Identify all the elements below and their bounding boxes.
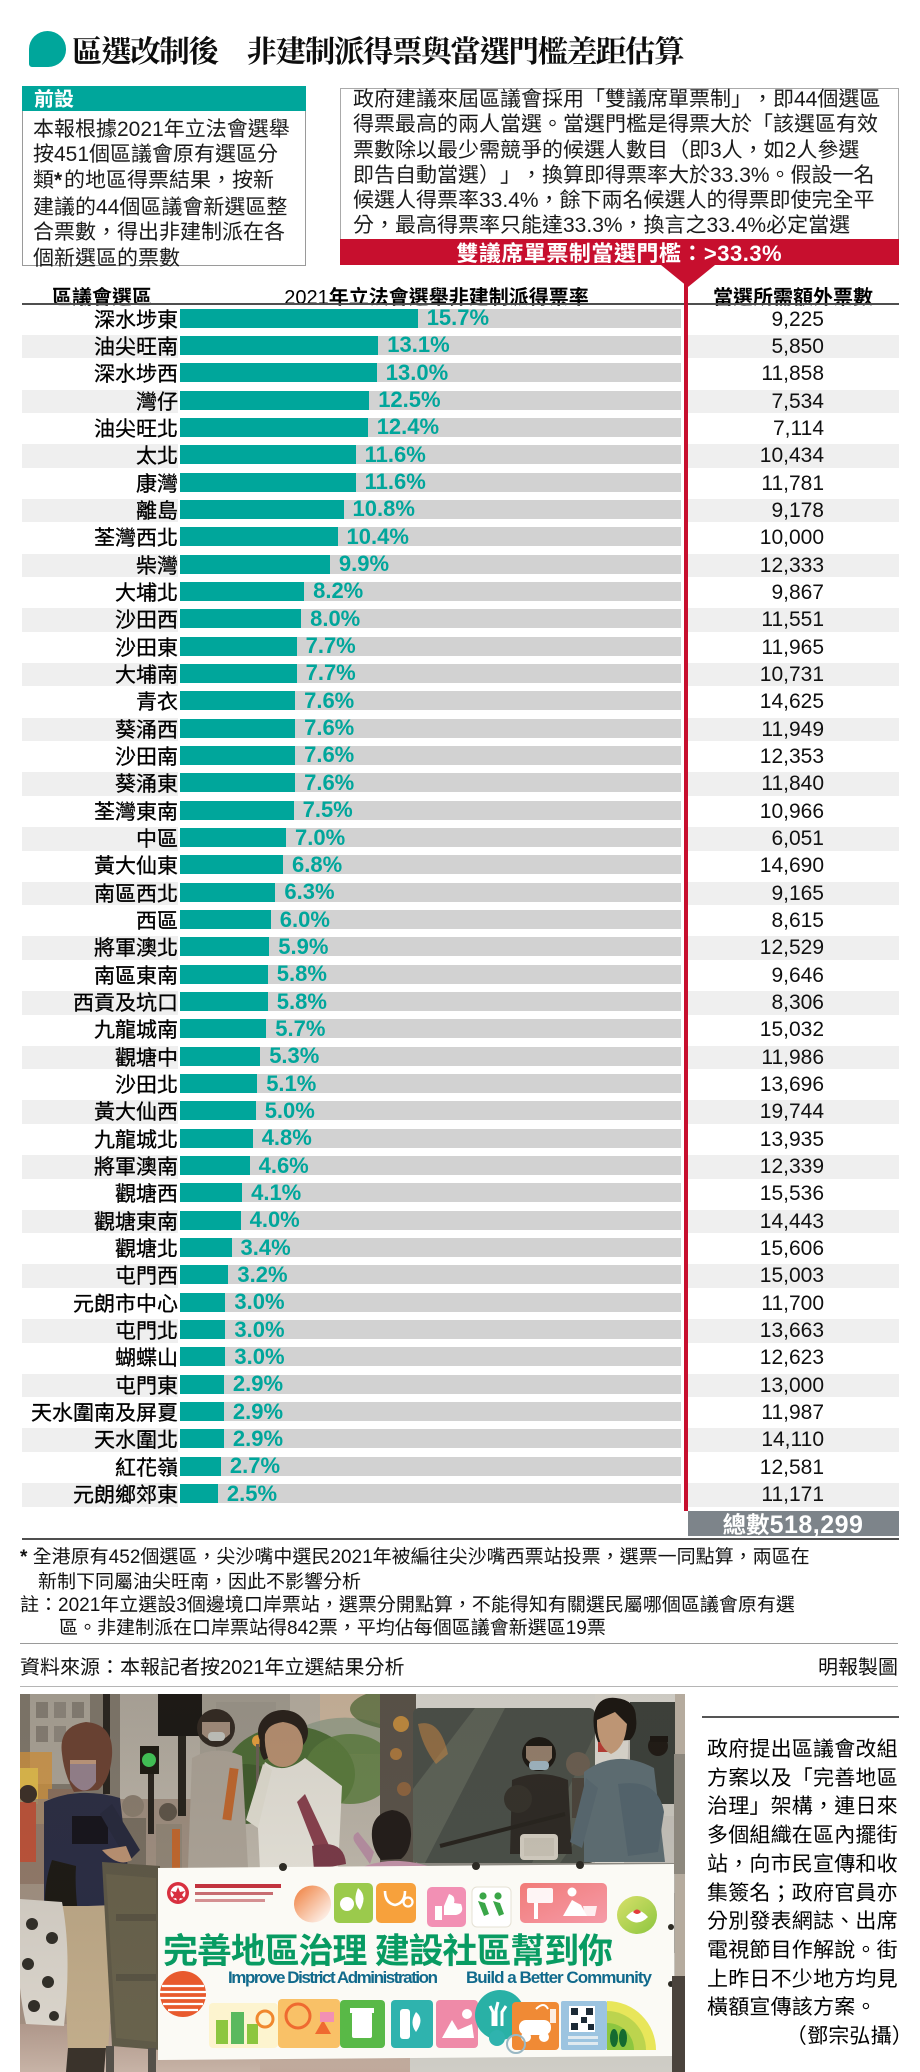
svg-text:完善地區治理 建設社區幫到你: 完善地區治理 建設社區幫到你 [163,1923,612,1974]
svg-text:Improve District Administratio: Improve District Administration [228,1968,438,1987]
svg-text:Build a Better Community: Build a Better Community [466,1968,653,1987]
